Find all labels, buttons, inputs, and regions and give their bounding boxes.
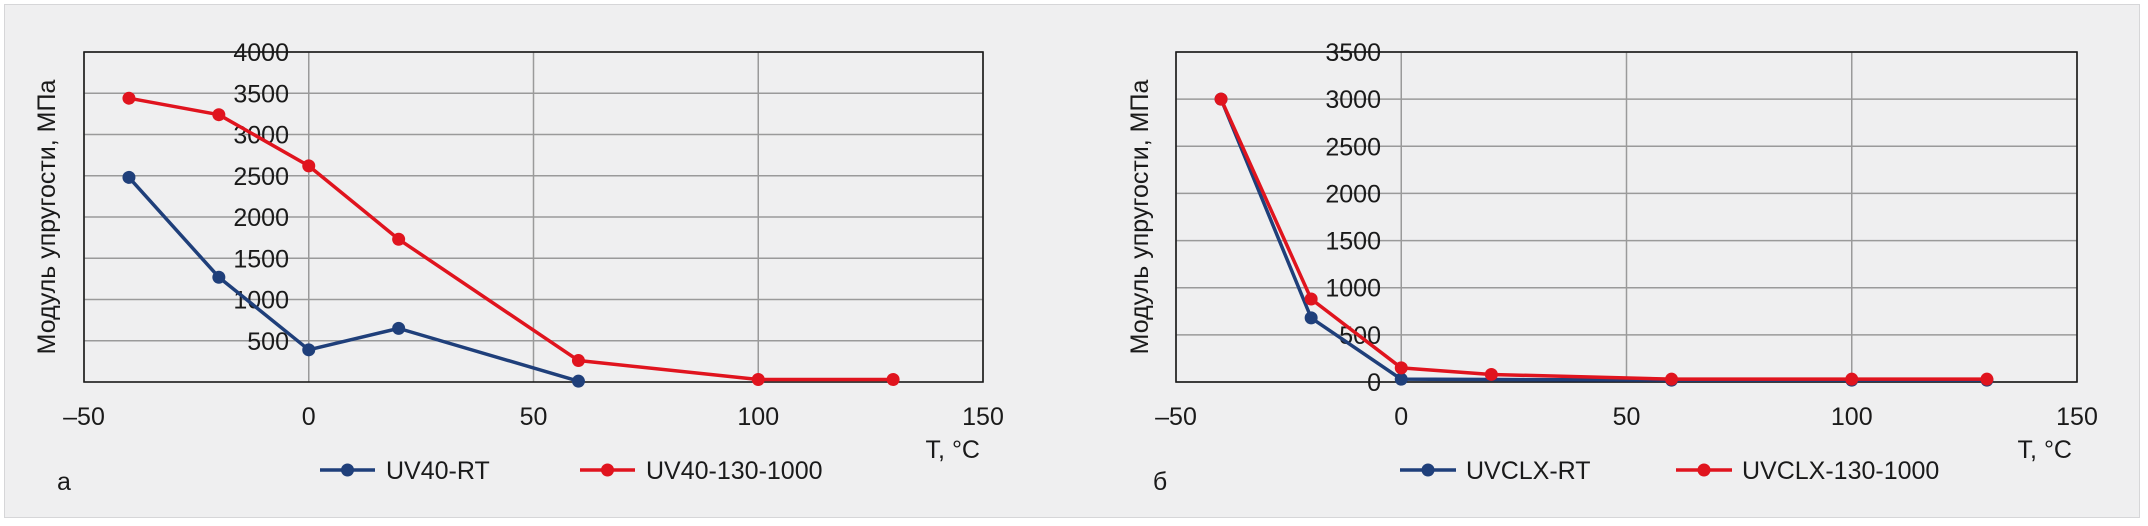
data-point [1484,367,1498,381]
series-uv40-rt [122,170,585,388]
y-tick-label: 3000 [1325,86,1381,114]
x-tick-label: –50 [63,403,105,431]
series-uvclx-130-1000 [1214,92,1994,386]
data-point [1214,92,1228,106]
x-tick-label: 150 [2056,403,2098,431]
data-point [392,321,406,335]
data-point [886,373,900,387]
y-tick-label: 3500 [1325,39,1381,67]
y-tick-label: 2500 [1325,133,1381,161]
x-tick-label: 50 [1613,403,1641,431]
data-point [571,354,585,368]
legend-swatch-marker [1697,463,1711,477]
panel-label: а [57,468,71,496]
y-tick-label: 2000 [1325,180,1381,208]
data-point [212,108,226,122]
legend-label: UV40-RT [386,457,490,485]
y-tick-label: 2500 [233,163,289,191]
series-uv40-130-1000 [122,91,900,387]
data-point [302,159,316,173]
data-point [751,373,765,387]
plot-border [1175,51,2078,383]
legend-swatch-marker [1421,463,1435,477]
x-tick-label: 100 [737,403,779,431]
data-point [571,374,585,388]
y-tick-label: 1500 [1325,228,1381,256]
y-tick-label: 3000 [233,122,289,150]
y-axis-label: Модуль упругости, МПа [33,80,61,355]
data-point [1304,292,1318,306]
x-axis-label: T, °C [926,436,980,464]
x-tick-label: 0 [1394,403,1408,431]
x-axis-label: T, °C [2018,436,2072,464]
data-point [212,270,226,284]
data-point [1394,372,1408,386]
data-point [1980,372,1994,386]
legend-item: UVCLX-130-1000 [1676,457,1939,485]
data-point [302,343,316,357]
data-point [1845,372,1859,386]
x-tick-label: 150 [962,403,1004,431]
plot-border [83,51,984,383]
y-axis-label: Модуль упругости, МПа [1126,80,1154,355]
x-tick-label: 100 [1831,403,1873,431]
x-tick-label: –50 [1155,403,1197,431]
panel-label: б [1153,468,1167,496]
x-tick-label: 50 [520,403,548,431]
legend-label: UV40-130-1000 [646,457,823,485]
data-point [392,232,406,246]
legend-swatch-marker [601,463,614,477]
legend-item: UVCLX-RT [1400,457,1591,485]
y-tick-label: 1000 [1325,275,1381,303]
y-tick-label: 500 [247,328,289,356]
y-tick-label: 0 [1367,369,1381,397]
data-point [122,170,136,184]
legend-label: UVCLX-130-1000 [1742,457,1939,485]
y-tick-label: 1500 [233,245,289,273]
data-point [1394,361,1408,375]
legend-item: UV40-130-1000 [580,457,823,485]
data-point [1665,372,1679,386]
legend-label: UVCLX-RT [1466,457,1591,485]
y-tick-label: 2000 [233,204,289,232]
data-point [1304,311,1318,325]
y-tick-label: 4000 [233,39,289,67]
legend-swatch-marker [341,463,354,477]
y-tick-label: 3500 [233,80,289,108]
x-tick-label: 0 [302,403,316,431]
data-point [122,91,136,105]
legend-item: UV40-RT [320,457,490,485]
